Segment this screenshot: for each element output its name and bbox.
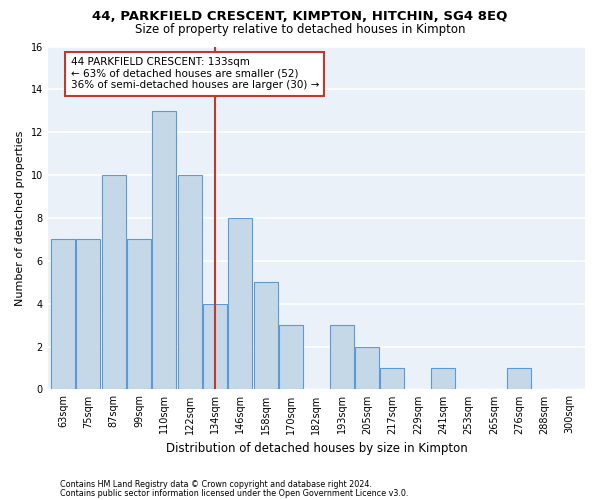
Bar <box>507 368 531 390</box>
Bar <box>101 175 126 390</box>
Y-axis label: Number of detached properties: Number of detached properties <box>15 130 25 306</box>
Bar <box>355 346 379 390</box>
Bar <box>51 240 75 390</box>
Bar <box>380 368 404 390</box>
Text: 44, PARKFIELD CRESCENT, KIMPTON, HITCHIN, SG4 8EQ: 44, PARKFIELD CRESCENT, KIMPTON, HITCHIN… <box>92 10 508 23</box>
Text: Size of property relative to detached houses in Kimpton: Size of property relative to detached ho… <box>135 22 465 36</box>
Bar <box>229 218 253 390</box>
Text: Contains HM Land Registry data © Crown copyright and database right 2024.: Contains HM Land Registry data © Crown c… <box>60 480 372 489</box>
Bar <box>431 368 455 390</box>
Bar <box>254 282 278 390</box>
Bar <box>152 111 176 390</box>
Bar <box>329 325 354 390</box>
Bar <box>127 240 151 390</box>
X-axis label: Distribution of detached houses by size in Kimpton: Distribution of detached houses by size … <box>166 442 467 455</box>
Bar <box>178 175 202 390</box>
Bar <box>203 304 227 390</box>
Text: 44 PARKFIELD CRESCENT: 133sqm
← 63% of detached houses are smaller (52)
36% of s: 44 PARKFIELD CRESCENT: 133sqm ← 63% of d… <box>71 57 319 90</box>
Bar <box>279 325 303 390</box>
Text: Contains public sector information licensed under the Open Government Licence v3: Contains public sector information licen… <box>60 488 409 498</box>
Bar <box>76 240 100 390</box>
